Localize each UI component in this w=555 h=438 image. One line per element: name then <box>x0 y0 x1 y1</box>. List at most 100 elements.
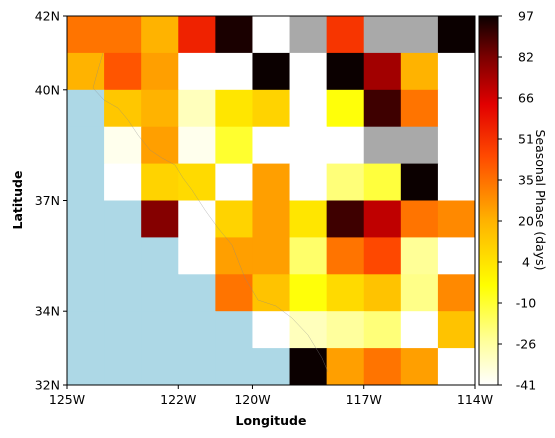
y-tick-label: 32N <box>35 378 60 393</box>
y-axis: 32N 34N 37N 40N 42N <box>35 9 67 393</box>
empty-cell <box>215 52 253 91</box>
heatmap-cell <box>252 52 291 91</box>
colorbar-tick-label: 4 <box>522 255 530 270</box>
empty-cell <box>437 348 476 386</box>
heatmap-cell <box>67 16 105 54</box>
ocean-cell <box>215 348 253 386</box>
heatmap-cell <box>215 200 253 238</box>
heatmap-cell <box>178 16 216 54</box>
heatmap-cell <box>252 274 291 312</box>
heatmap-cell <box>141 89 179 128</box>
empty-cell <box>437 52 476 91</box>
ocean-cell <box>67 126 105 165</box>
nodata-cell <box>400 126 439 165</box>
ocean-cell <box>178 348 216 386</box>
heatmap-cell <box>326 200 365 238</box>
heatmap-cell <box>400 89 439 128</box>
colorbar-tick-label: 66 <box>518 91 534 106</box>
colorbar <box>478 15 499 386</box>
heatmap-cell <box>326 348 365 386</box>
empty-cell <box>252 126 291 165</box>
heatmap-cell <box>289 311 328 349</box>
heatmap-cell <box>363 200 402 238</box>
heatmap-cell <box>104 52 142 91</box>
heatmap-cell <box>400 200 439 238</box>
heatmap-cell <box>400 237 439 275</box>
heatmap-cell <box>289 200 328 238</box>
colorbar-ticks: 97 82 66 51 35 20 4 -10 -26 -41 <box>498 9 536 393</box>
ocean-cell <box>67 237 105 275</box>
empty-cell <box>400 311 439 349</box>
heatmap-cell <box>67 52 105 91</box>
ocean-cell <box>178 311 216 349</box>
y-tick-label: 40N <box>35 82 60 97</box>
ocean-cell <box>67 348 105 386</box>
ocean-cell <box>67 274 105 312</box>
x-tick-label: 120W <box>234 392 270 407</box>
ocean-cell <box>141 311 179 349</box>
y-tick-label: 34N <box>35 304 60 319</box>
y-tick-label: 37N <box>35 193 60 208</box>
heatmap-cell <box>326 16 365 54</box>
heatmap-cell <box>104 16 142 54</box>
empty-cell <box>178 237 216 275</box>
ocean-cell <box>252 348 291 386</box>
empty-cell <box>178 200 216 238</box>
x-tick-label: 125W <box>49 392 85 407</box>
empty-cell <box>289 52 328 91</box>
empty-cell <box>437 89 476 128</box>
ocean-cell <box>104 200 142 238</box>
heatmap-cell <box>437 311 476 349</box>
colorbar-tick-label: -26 <box>516 337 536 352</box>
heatmap-cell <box>289 237 328 275</box>
empty-cell <box>326 126 365 165</box>
heatmap-cell <box>363 163 402 201</box>
heatmap-cell <box>363 237 402 275</box>
heatmap-cell <box>289 274 328 312</box>
heatmap-cell <box>215 126 253 165</box>
heatmap-cell <box>400 274 439 312</box>
heatmap-cell <box>215 237 253 275</box>
ocean-cell <box>67 163 105 201</box>
heatmap-cell <box>437 274 476 312</box>
x-tick-label: 117W <box>346 392 382 407</box>
ocean-cell <box>141 348 179 386</box>
x-tick-label: 122W <box>160 392 196 407</box>
coastline <box>92 52 329 373</box>
empty-cell <box>215 163 253 201</box>
y-axis-title: Latitude <box>10 171 25 230</box>
empty-cell <box>289 89 328 128</box>
heatmap-cell <box>363 348 402 386</box>
heatmap-cell <box>326 237 365 275</box>
ocean-cell <box>141 237 179 275</box>
empty-cell <box>104 163 142 201</box>
empty-cell <box>437 126 476 165</box>
heatmap-cell <box>141 126 179 165</box>
heatmap-cell <box>141 163 179 201</box>
nodata-cell <box>289 16 328 54</box>
heatmap-cell <box>326 274 365 312</box>
heatmap-cell <box>363 52 402 91</box>
heatmap-cell <box>326 163 365 201</box>
ocean-cell <box>141 274 179 312</box>
heatmap-cell <box>215 274 253 312</box>
heatmap-cell <box>400 163 439 201</box>
heatmap-cell <box>252 163 291 201</box>
y-tick-label: 42N <box>35 9 60 24</box>
ocean-cell <box>104 237 142 275</box>
ocean-cell <box>67 311 105 349</box>
ocean-cell <box>67 89 105 128</box>
heatmap-cell <box>104 126 142 165</box>
ocean-cell <box>215 311 253 349</box>
colorbar-title: Seasonal Phase (days) <box>533 129 548 270</box>
heatmap-cell <box>141 200 179 238</box>
heatmap-cell <box>141 52 179 91</box>
ocean-cell <box>67 200 105 238</box>
empty-cell <box>252 311 291 349</box>
empty-cell <box>289 126 328 165</box>
heatmap-cell <box>289 348 328 386</box>
heatmap-cell <box>178 89 216 128</box>
heatmap-cell <box>437 16 476 54</box>
heatmap-cell <box>252 200 291 238</box>
x-tick-label: 114W <box>457 392 493 407</box>
